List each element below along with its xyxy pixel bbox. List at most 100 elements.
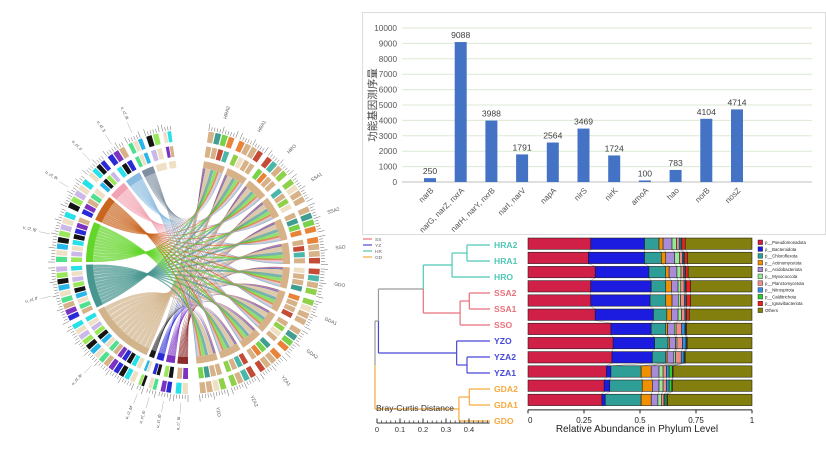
- circos-tick: [66, 328, 73, 333]
- circos-inner-block: [233, 355, 243, 368]
- circos-tick: [124, 137, 128, 144]
- circos-outer-block: [138, 374, 145, 386]
- bar-y-axis-title: 功能基因测序量: [367, 68, 379, 142]
- circos-tick: [313, 216, 321, 219]
- x-tick-label: amoA: [629, 186, 651, 208]
- circos-tick: [315, 222, 320, 225]
- circos-outer-block: [67, 202, 81, 212]
- circos-leader-line: [40, 295, 52, 299]
- stacked-tick-label: 0: [528, 416, 533, 425]
- circos-outer-block: [56, 266, 68, 272]
- circos-tick: [146, 388, 148, 393]
- circos-tick: [61, 313, 66, 316]
- stacked-segment: [682, 337, 687, 350]
- circos-tick: [306, 198, 313, 202]
- stacked-segment: [588, 251, 645, 264]
- segment-connector: [650, 391, 653, 395]
- x-tick-label: norB: [693, 186, 711, 204]
- bar-value-label: 100: [638, 168, 653, 178]
- circos-tick: [114, 374, 117, 378]
- circos-tick: [60, 211, 65, 214]
- circos-tick: [204, 393, 206, 398]
- circos-tick: [167, 126, 169, 131]
- stacked-tick-label: 0.5: [634, 416, 646, 425]
- dendro-legend-label: SS: [375, 237, 381, 243]
- segment-connector: [649, 291, 652, 295]
- circos-ribbon: [153, 173, 220, 352]
- circos-tick: [79, 178, 83, 181]
- segment-connector: [663, 391, 667, 395]
- circos-tick: [58, 216, 63, 219]
- circos-taxon-label: u_cl_tg: [23, 224, 38, 232]
- circos-tick: [59, 214, 64, 216]
- segment-connector: [658, 362, 674, 367]
- stacked-segment: [668, 379, 673, 392]
- stacked-segment: [686, 294, 691, 307]
- circos-inner-block: [234, 156, 244, 169]
- circos-tick: [88, 167, 92, 171]
- stacked-segment: [661, 393, 665, 406]
- circos-tick: [309, 206, 314, 209]
- segment-connector: [652, 348, 655, 352]
- circos-inner-block: [287, 292, 300, 302]
- circos-outer-block: [58, 230, 71, 238]
- stacked-segment: [661, 251, 667, 264]
- segment-connector: [662, 249, 666, 253]
- stacked-segment: [681, 308, 686, 321]
- circos-inner-block: [136, 357, 145, 369]
- circos-outer-block: [60, 224, 73, 232]
- circos-ribbon: [93, 232, 280, 254]
- circos-tick: [92, 163, 96, 167]
- y-tick-label: 6000: [379, 86, 398, 95]
- circos-outer-block: [288, 324, 302, 335]
- circos-tick: [215, 391, 218, 396]
- segment-connector: [673, 348, 676, 352]
- circos-outer-block: [119, 146, 130, 159]
- circos-tick: [98, 157, 102, 162]
- segment-connector: [675, 348, 678, 352]
- circos-tick: [62, 321, 70, 325]
- scale-tick-label: 0: [375, 425, 379, 434]
- segment-connector: [684, 348, 687, 352]
- circos-inner-block: [255, 340, 267, 353]
- stacked-segment: [612, 337, 655, 350]
- circos-tick: [302, 192, 307, 195]
- circos-outer-block: [67, 311, 80, 321]
- stacked-segment: [665, 280, 672, 293]
- circos-tick: [173, 394, 175, 402]
- circos-inner-block: [146, 361, 153, 373]
- circos-tick: [230, 132, 232, 137]
- bar-value-label: 9088: [451, 30, 470, 40]
- stacked-segment: [650, 322, 667, 335]
- circos-outer-block: [96, 163, 108, 175]
- circos-tick: [71, 189, 75, 193]
- circos-tick: [136, 135, 138, 139]
- circos-tick: [155, 128, 157, 133]
- circos-tick: [238, 384, 241, 389]
- circos-tick: [56, 308, 64, 312]
- circos-tick: [276, 159, 280, 164]
- legend-swatch: [757, 287, 763, 293]
- circos-tick: [169, 393, 171, 401]
- circos-outer-block: [182, 382, 188, 394]
- circos-outer-block: [304, 225, 317, 235]
- circos-tick: [57, 303, 62, 305]
- circos-outer-block: [234, 371, 244, 385]
- legend-swatch: [757, 273, 763, 279]
- stacked-segment: [650, 365, 660, 378]
- legend-swatch: [757, 307, 763, 313]
- circos-tick: [252, 139, 257, 146]
- circos-taxon-label: u_cl_tj: [96, 120, 107, 134]
- circos-inner-block: [110, 171, 121, 183]
- circos-tick: [136, 385, 139, 390]
- circos-tick: [54, 292, 59, 294]
- dendrogram-scale-title: Bray-Curtis Distance: [376, 403, 454, 413]
- dendro-leaf-label: YZO: [494, 336, 512, 346]
- stacked-segment: [681, 322, 686, 335]
- circos-tick: [286, 169, 290, 173]
- circos-inner-block: [90, 193, 103, 204]
- circos-tick: [306, 321, 311, 324]
- circos-outer-block: [175, 382, 182, 394]
- circos-inner-block: [246, 347, 257, 360]
- circos-tick: [55, 227, 60, 230]
